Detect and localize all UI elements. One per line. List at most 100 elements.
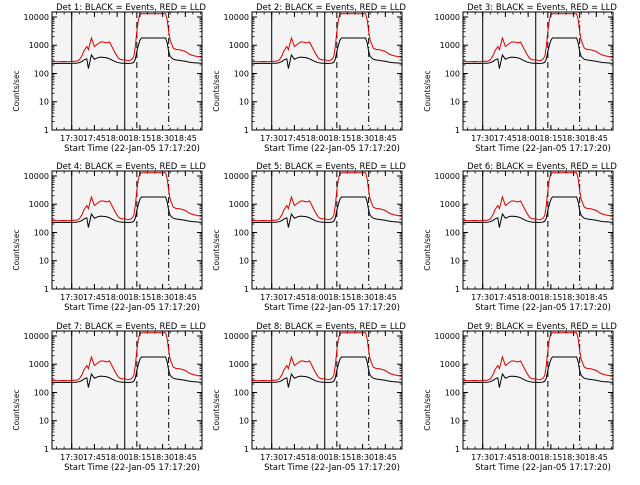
x-tick-label: 17:30 [260,453,283,462]
events-series-line [463,37,613,69]
events-series-line [463,356,613,388]
y-tick-label: 100 [445,388,460,397]
x-tick-label: 18:45 [374,293,397,302]
events-series-line [252,196,402,228]
detector-panel-1: 1 10 100 1000 10000 17:30 17:45 18:00 18:15 18:30… [12,3,206,154]
y-tick-label: 10 [239,417,249,426]
y-tick-label: 10000 [224,332,249,341]
panel-title: Det 7: BLACK = Events, RED = LLD [56,322,206,332]
y-tick-label: 100 [34,388,49,397]
plot-frame [251,330,403,450]
x-tick-label: 17:45 [283,134,306,143]
plot-frame [51,170,203,290]
y-tick-label: 100 [445,228,460,237]
y-tick-label: 10 [39,98,49,107]
y-tick-label: 1 [244,285,249,294]
y-axis-label: Counts/sec [12,229,21,270]
plot-frame [51,11,203,131]
x-tick-label: 18:30 [151,453,174,462]
x-tick-label: 18:15 [128,453,151,462]
events-series-line [463,196,613,228]
plot-frame [462,11,614,131]
lld-series-line [52,332,202,382]
panel-title: Det 8: BLACK = Events, RED = LLD [256,322,406,332]
plot-data [52,331,202,449]
x-tick-label: 17:30 [60,293,83,302]
y-tick-label: 1000 [29,200,49,209]
panel-title: Det 9: BLACK = Events, RED = LLD [467,322,617,332]
y-tick-label: 10 [450,417,460,426]
detector-panel-2: 1 10 100 1000 10000 17:30 17:45 18:00 18:15 18:30… [212,3,406,154]
x-tick-label: 17:30 [260,134,283,143]
x-axis-label: Start Time (22-Jan-05 17:17:20) [475,303,611,313]
x-tick-label: 18:45 [174,453,197,462]
y-tick-label: 10000 [435,13,460,22]
x-tick-label: 18:45 [585,293,608,302]
y-axis-label: Counts/sec [423,229,432,270]
y-tick-label: 10000 [24,332,49,341]
events-series-line [52,37,202,69]
y-tick-label: 100 [445,69,460,78]
x-tick-label: 18:00 [517,453,540,462]
panel-title: Det 1: BLACK = Events, RED = LLD [56,3,206,13]
events-series-line [52,196,202,228]
x-tick-label: 18:00 [106,134,129,143]
x-tick-label: 18:45 [585,453,608,462]
lld-series-line [52,172,202,222]
x-tick-label: 18:00 [106,453,129,462]
x-axis-label: Start Time (22-Jan-05 17:17:20) [64,144,200,154]
plot-data [463,331,613,449]
x-tick-label: 18:15 [328,453,351,462]
x-tick-label: 18:30 [562,453,585,462]
plot-data [463,171,613,289]
y-tick-label: 10 [39,257,49,266]
y-tick-label: 100 [34,228,49,237]
x-tick-label: 17:30 [471,134,494,143]
y-tick-label: 1000 [229,41,249,50]
x-tick-label: 17:45 [83,453,106,462]
y-axis-label: Counts/sec [12,70,21,111]
panel-title: Det 2: BLACK = Events, RED = LLD [256,3,406,13]
y-tick-label: 100 [34,69,49,78]
x-tick-label: 18:30 [351,134,374,143]
x-tick-label: 18:00 [106,293,129,302]
x-tick-label: 18:15 [328,134,351,143]
plot-frame [462,170,614,290]
x-tick-label: 18:00 [306,293,329,302]
y-tick-label: 1 [244,126,249,135]
y-tick-label: 10000 [24,13,49,22]
x-tick-label: 18:15 [128,293,151,302]
y-tick-label: 10000 [224,13,249,22]
y-axis-label: Counts/sec [212,229,221,270]
plot-frame [462,330,614,450]
x-tick-label: 17:45 [494,134,517,143]
lld-series-line [463,13,613,63]
x-tick-label: 18:00 [306,134,329,143]
x-tick-label: 17:30 [60,134,83,143]
x-tick-label: 18:15 [328,293,351,302]
x-tick-label: 18:30 [351,453,374,462]
plot-data [52,171,202,289]
y-tick-label: 1 [455,445,460,454]
x-tick-label: 18:30 [151,293,174,302]
plot-data [252,331,402,449]
y-tick-label: 1 [44,126,49,135]
x-tick-label: 17:30 [471,453,494,462]
y-tick-label: 100 [234,388,249,397]
x-tick-label: 17:45 [494,453,517,462]
x-tick-label: 18:00 [517,293,540,302]
panel-title: Det 3: BLACK = Events, RED = LLD [467,3,617,13]
y-tick-label: 10 [450,98,460,107]
x-axis-label: Start Time (22-Jan-05 17:17:20) [64,303,200,313]
x-tick-label: 18:15 [128,134,151,143]
detector-panel-6: 1 10 100 1000 10000 17:30 17:45 18:00 18:15 18:30… [423,162,617,313]
x-tick-label: 18:00 [306,453,329,462]
x-tick-label: 18:15 [539,453,562,462]
x-axis-label: Start Time (22-Jan-05 17:17:20) [264,303,400,313]
y-tick-label: 1000 [29,41,49,50]
lld-series-line [252,332,402,382]
y-axis-label: Counts/sec [212,70,221,111]
lld-series-line [463,172,613,222]
x-tick-label: 17:45 [83,134,106,143]
